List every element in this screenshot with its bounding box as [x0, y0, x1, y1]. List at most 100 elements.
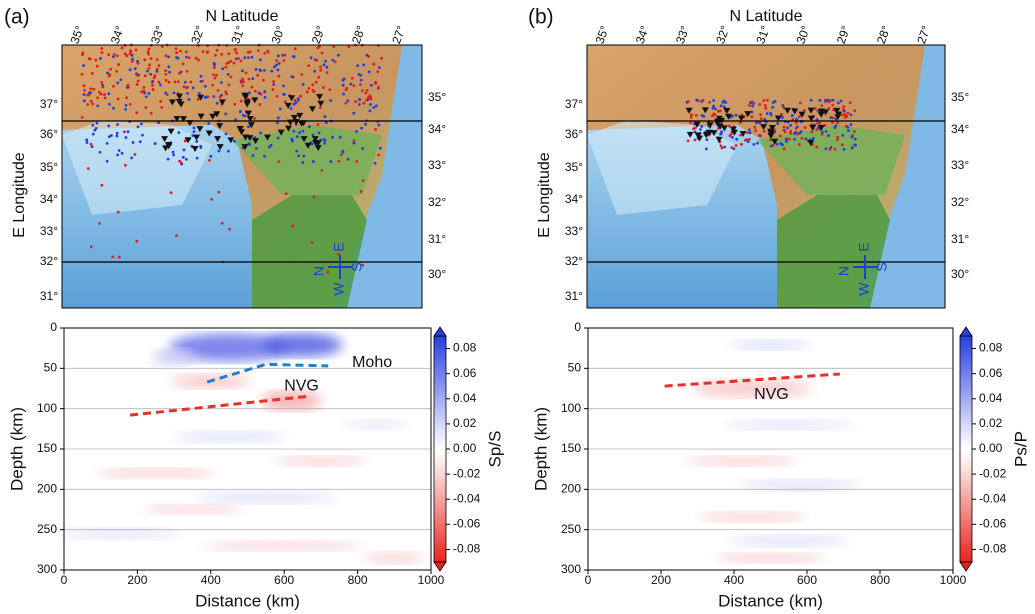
- event-dot: [235, 51, 238, 55]
- event-dot: [339, 153, 343, 157]
- event-dot: [233, 102, 237, 106]
- station: [216, 123, 224, 130]
- event-dot: [94, 58, 98, 62]
- event-dot: [107, 124, 111, 128]
- event-dot: [262, 78, 265, 82]
- event-dot: [209, 154, 213, 158]
- event-dot: [689, 116, 693, 119]
- event-dot: [110, 134, 113, 137]
- map-frame: [61, 44, 423, 309]
- station: [165, 143, 173, 150]
- event-dot: [118, 255, 121, 259]
- boundary-line: [664, 372, 840, 388]
- colorbar-tick-label: 0.00: [453, 441, 477, 455]
- event-dot: [184, 157, 188, 161]
- station: [179, 116, 187, 123]
- event-dot: [302, 154, 306, 158]
- event-dot: [734, 113, 738, 117]
- event-dot: [108, 73, 112, 77]
- event-dot: [225, 92, 228, 96]
- map-top-tick: 29°: [834, 24, 853, 46]
- colorbar-tick-label: -0.02: [453, 466, 481, 480]
- anomaly: [204, 540, 365, 551]
- event-dot: [730, 114, 734, 118]
- map-sea: [332, 45, 422, 308]
- event-dot: [751, 104, 754, 108]
- event-dot: [734, 144, 738, 147]
- event-dot: [263, 90, 267, 94]
- map-left-tick: 37°: [565, 97, 583, 111]
- event-dot: [847, 129, 850, 133]
- anomaly: [730, 339, 811, 350]
- event-dot: [685, 100, 689, 104]
- event-dot: [251, 154, 255, 157]
- event-dot: [227, 52, 231, 56]
- event-dot: [148, 63, 151, 67]
- event-dot: [301, 129, 305, 133]
- colorbar-tick-label: 0.02: [453, 416, 477, 430]
- event-dot: [232, 61, 236, 65]
- event-dot: [352, 141, 356, 145]
- event-dot: [377, 86, 381, 89]
- event-dot: [174, 234, 178, 238]
- event-dot: [758, 120, 762, 124]
- event-dot: [846, 111, 850, 115]
- event-dot: [362, 63, 366, 67]
- event-dot: [258, 103, 262, 106]
- anomaly: [686, 456, 797, 467]
- event-dot: [281, 53, 285, 57]
- event-dot: [301, 161, 305, 164]
- event-dot: [323, 115, 327, 119]
- station: [277, 129, 285, 136]
- event-dot: [199, 146, 203, 149]
- event-dot: [746, 140, 750, 143]
- event-dot: [257, 91, 261, 95]
- event-dot: [143, 74, 147, 78]
- map-top-tick: 30°: [794, 24, 813, 46]
- event-dot: [149, 72, 153, 76]
- event-dot: [187, 98, 191, 101]
- event-dot: [833, 147, 837, 151]
- event-dot: [167, 65, 171, 69]
- event-dot: [136, 59, 139, 63]
- event-dot: [771, 105, 775, 109]
- event-dot: [220, 81, 223, 85]
- map-left-tick: 36°: [565, 127, 583, 141]
- event-dot: [827, 134, 830, 137]
- event-dot: [157, 80, 161, 84]
- event-dot: [259, 92, 263, 96]
- x-tick-label: 0: [61, 573, 68, 587]
- station: [807, 107, 815, 114]
- event-dot: [277, 74, 281, 78]
- map-left-tick: 33°: [40, 224, 58, 238]
- map-top-tick: 27°: [914, 24, 933, 46]
- anomaly: [697, 511, 808, 522]
- event-dot: [293, 47, 297, 51]
- event-dot: [750, 110, 754, 114]
- station: [216, 144, 224, 151]
- x-tick-label: 800: [870, 573, 890, 587]
- event-dot: [694, 113, 698, 117]
- event-dot: [314, 80, 318, 84]
- station: [304, 142, 312, 149]
- event-dot: [267, 145, 271, 149]
- event-dot: [693, 126, 697, 130]
- station: [760, 124, 768, 131]
- colorbar-title: Ps/P: [1011, 431, 1030, 467]
- station: [241, 92, 249, 99]
- station: [177, 101, 185, 108]
- event-dot: [106, 71, 109, 75]
- station: [173, 115, 181, 122]
- station: [716, 123, 724, 130]
- event-dot: [123, 52, 127, 56]
- colorbar-tick-label: -0.06: [453, 517, 481, 531]
- event-dot: [789, 131, 792, 135]
- event-dot: [124, 136, 128, 139]
- event-dot: [333, 60, 337, 64]
- map-lowland: [777, 195, 890, 308]
- event-dot: [238, 110, 242, 113]
- event-dot: [136, 79, 140, 83]
- map-top-tick: 27°: [389, 24, 408, 46]
- event-dot: [124, 107, 128, 111]
- event-dot: [173, 80, 177, 84]
